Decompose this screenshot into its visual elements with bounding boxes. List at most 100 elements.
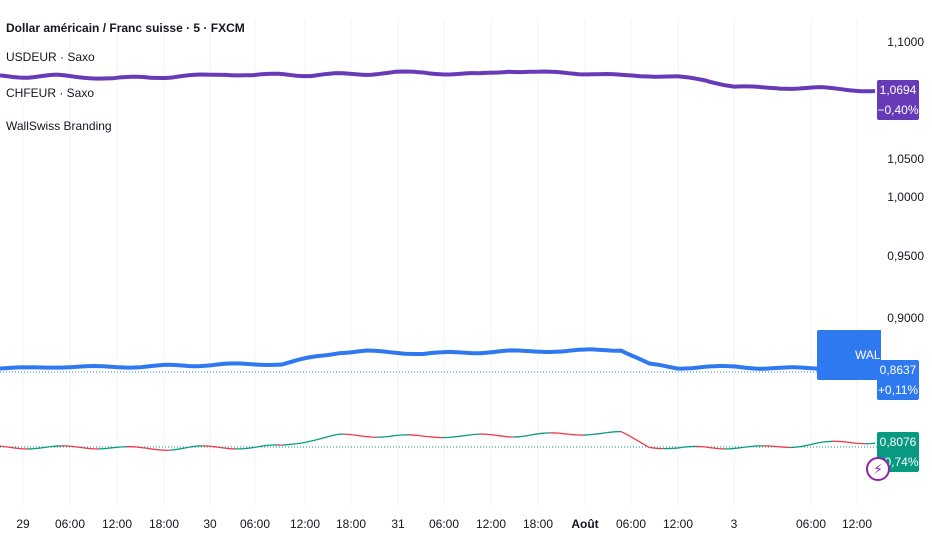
legend-usdeur[interactable]: USDEUR · Saxo [6, 50, 95, 64]
usdchf-series-segment [75, 446, 81, 449]
usdchf-series-segment [813, 442, 819, 445]
usdchf-series-segment [625, 433, 631, 437]
usdchf-series-segment [846, 441, 852, 444]
usdchf-series-segment [14, 447, 19, 450]
usdchf-series-segment [799, 445, 805, 448]
x-tick-label: 12:00 [101, 517, 133, 531]
usdchf-series-segment [155, 448, 161, 451]
x-tick-label: 06:00 [239, 517, 271, 531]
x-tick-label: 12:00 [289, 517, 321, 531]
usdchf-series-segment [630, 435, 636, 440]
wallswiss-brand-label: WALLSWISS [817, 330, 881, 380]
usdchf-series-segment [536, 432, 542, 435]
usdchf-series-segment [602, 432, 607, 434]
usdchf-series-segment [46, 445, 52, 448]
usdchf-series-segment [705, 446, 711, 449]
usdchf-series-segment [79, 446, 85, 449]
usdchf-series-segment [315, 438, 321, 441]
chfeur-last-value: 0,8637 [879, 363, 917, 377]
y-tick-label: 1,0000 [887, 190, 924, 204]
usdchf-series-segment [188, 445, 193, 449]
usdchf-series-segment [503, 435, 509, 438]
usdchf-series-segment [644, 444, 650, 448]
usdchf-series-segment [385, 435, 391, 438]
usdchf-series-segment [639, 441, 645, 446]
legend-chfeur[interactable]: CHFEUR · Saxo [6, 86, 95, 100]
usdchf-series-segment [310, 439, 316, 442]
x-tick-label: 12:00 [475, 517, 507, 531]
x-tick-label: 12:00 [662, 517, 694, 531]
x-tick-label: 06:00 [615, 517, 647, 531]
usdchf-series-segment [42, 446, 48, 449]
usdchf-series-segment [597, 432, 603, 435]
usdchf-series-segment [263, 444, 269, 447]
usdchf-series-segment [531, 433, 537, 436]
x-tick-label: 06:00 [428, 517, 460, 531]
usdchf-series-segment [84, 447, 90, 450]
x-tick-label: 31 [391, 517, 405, 531]
x-tick-label: 30 [203, 517, 217, 531]
usdchf-series-segment [456, 435, 462, 438]
usdchf-series-segment [108, 447, 113, 449]
chfeur-series-line [0, 347, 876, 371]
x-tick-label: 12:00 [841, 517, 873, 531]
x-tick-label: 18:00 [148, 517, 180, 531]
usdchf-series-segment [145, 447, 151, 450]
x-tick-label: 18:00 [522, 517, 554, 531]
usdchf-series-segment [319, 436, 325, 440]
usdchf-series-segment [300, 441, 306, 444]
usdchf-series-segment [677, 446, 683, 449]
usdchf-series-segment [682, 446, 687, 449]
usdchf-series-segment [329, 434, 335, 437]
legend-wallswiss[interactable]: WallSwiss Branding [6, 119, 112, 133]
usdchf-series-segment [4, 446, 10, 448]
usdchf-series-segment [183, 446, 189, 449]
usdchf-series-segment [216, 446, 222, 449]
x-tick-label: 29 [16, 517, 30, 531]
x-tick-label: 18:00 [335, 517, 367, 531]
usdchf-series-segment [296, 442, 302, 445]
usdchf-series-segment [733, 447, 739, 450]
usdchf-series-segment [150, 448, 156, 451]
usdchf-series-segment [747, 445, 753, 448]
usdchf-series-segment [362, 435, 368, 438]
usdchf-series-segment [37, 447, 43, 450]
usdchf-series-segment [794, 446, 800, 448]
usdchf-series-segment [211, 445, 217, 448]
usdchf-series-segment [634, 438, 641, 443]
usdchf-series-segment [522, 435, 527, 438]
usdchf-series-segment [804, 444, 810, 447]
chfeur-change: +0,11% [877, 383, 919, 397]
usdchf-series-segment [305, 440, 311, 443]
usdchf-series-segment [851, 442, 857, 444]
usdchf-series-segment [221, 446, 226, 449]
usdchf-series-segment [70, 445, 76, 448]
usdchf-series-segment [258, 445, 264, 448]
usdchf-series-segment [620, 430, 626, 435]
usdchf-series-segment [244, 447, 250, 450]
x-tick-label: 06:00 [54, 517, 86, 531]
y-tick-label: 1,1000 [887, 35, 924, 49]
usdchf-series-segment [192, 445, 198, 448]
usdchf-series-segment [249, 446, 255, 449]
usdchf-series-segment [178, 447, 184, 450]
usdchf-series-segment [418, 434, 424, 437]
usdchf-series-segment [9, 446, 15, 449]
usdchf-last-value: 0,8076 [879, 435, 917, 449]
x-tick-label: 06:00 [795, 517, 827, 531]
usdchf-series-segment [818, 441, 824, 444]
usdchf-series-segment [173, 448, 179, 451]
usdchf-series-segment [141, 446, 146, 449]
lightning-icon[interactable]: ⚡ [866, 457, 890, 481]
usdchf-series-segment [559, 432, 565, 435]
usdeur-price-tag: 1,0694 −0,40% [877, 80, 919, 120]
usdchf-series-segment [808, 443, 814, 446]
usdeur-last-value: 1,0694 [879, 83, 917, 97]
usdchf-series-segment [498, 435, 504, 437]
usdchf-series-segment [738, 446, 744, 449]
usdchf-series-segment [465, 434, 471, 437]
usdchf-series-segment [333, 433, 339, 436]
usdchf-series-segment [606, 431, 612, 434]
usdchf-series-segment [324, 435, 330, 439]
